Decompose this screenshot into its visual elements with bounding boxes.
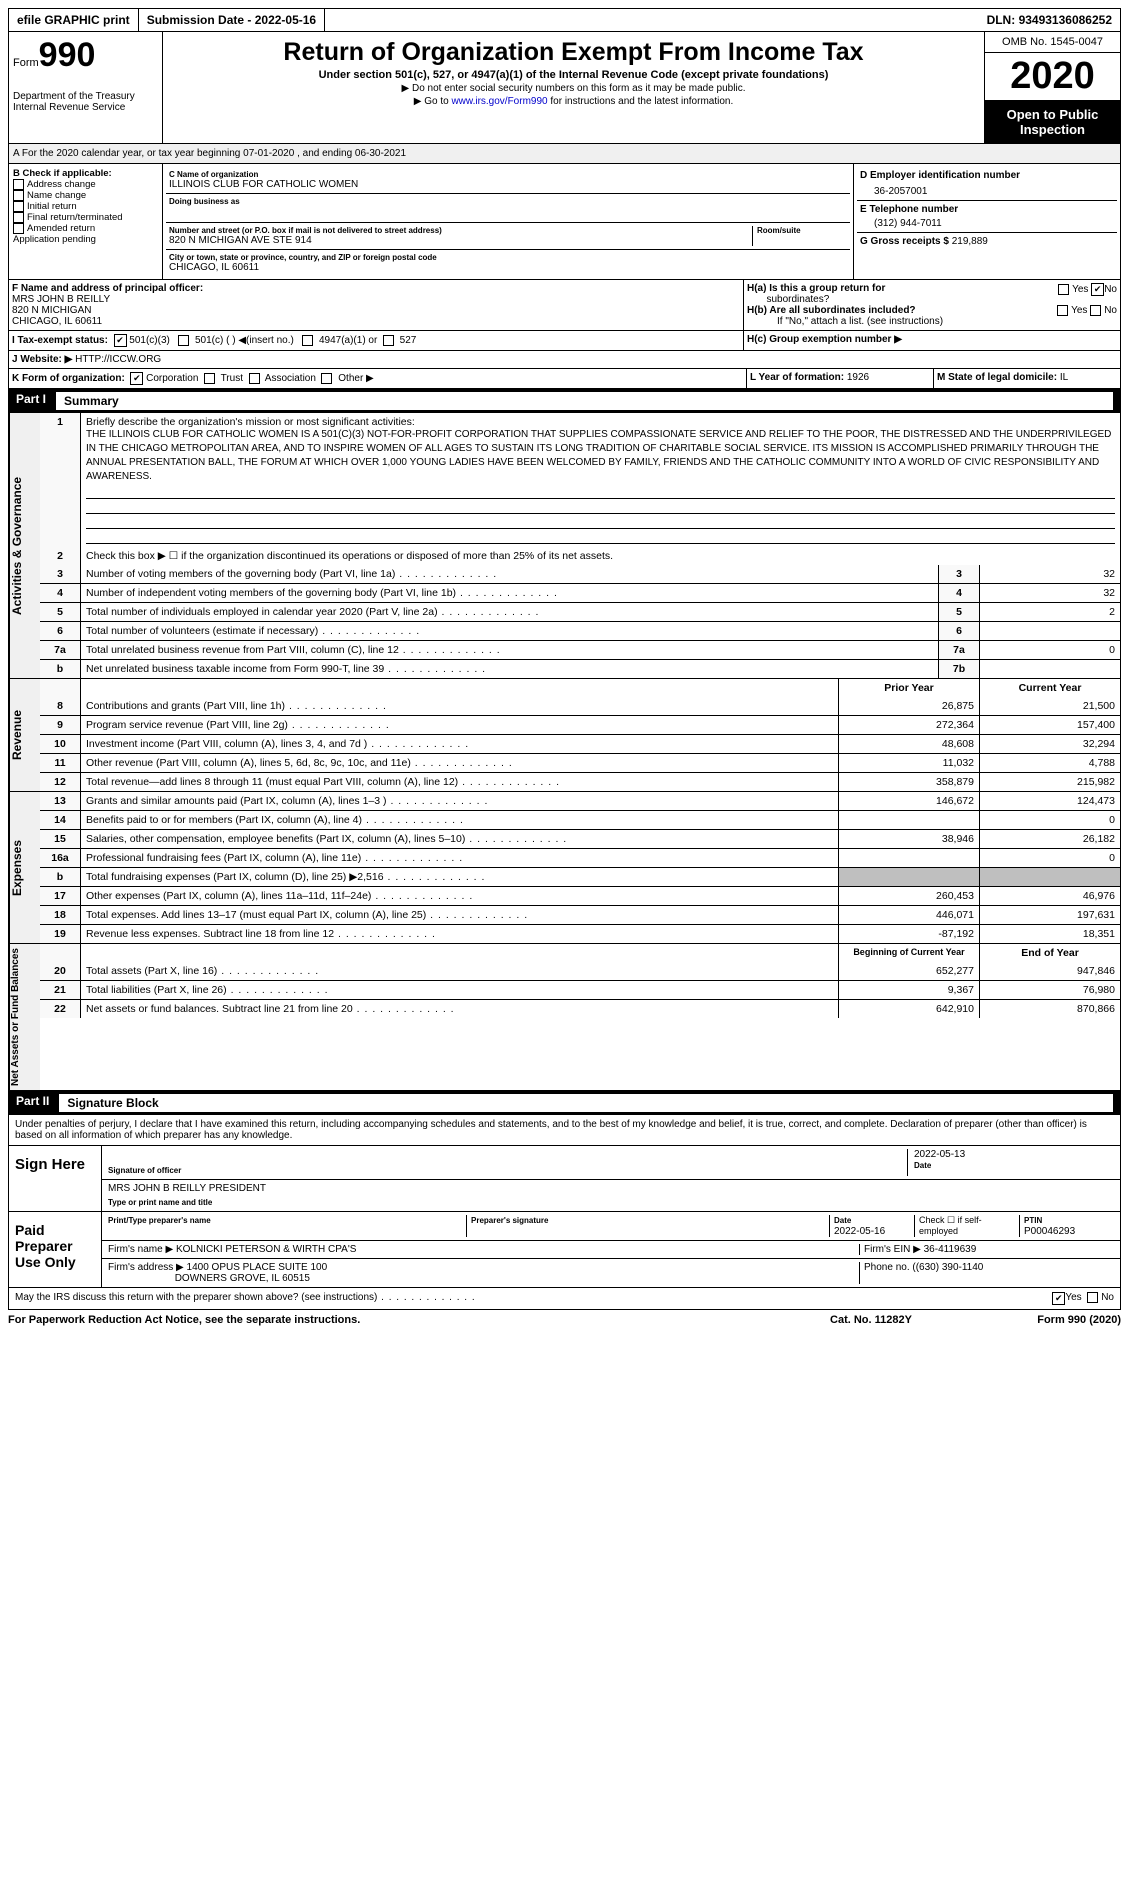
open-inspection: Open to Public Inspection [985, 101, 1120, 143]
checkbox-final[interactable] [13, 212, 24, 223]
box-d: D Employer identification number36-20570… [854, 164, 1120, 279]
expenses-table: 13Grants and similar amounts paid (Part … [40, 792, 1120, 943]
section-a: A For the 2020 calendar year, or tax yea… [9, 144, 1120, 163]
page-footer: For Paperwork Reduction Act Notice, see … [8, 1310, 1121, 1330]
checkbox-501c[interactable] [178, 335, 189, 346]
may-discuss: May the IRS discuss this return with the… [9, 1288, 1120, 1309]
checkbox-discuss-no[interactable] [1087, 1292, 1098, 1303]
expenses-section: Expenses 13Grants and similar amounts pa… [8, 792, 1121, 944]
dept-treasury: Department of the Treasury [13, 91, 158, 102]
activities-section: Activities & Governance 1Briefly describ… [8, 413, 1121, 679]
box-c: C Name of organizationILLINOIS CLUB FOR … [163, 164, 854, 279]
org-name: ILLINOIS CLUB FOR CATHOLIC WOMEN [169, 179, 358, 190]
activities-table: 3Number of voting members of the governi… [40, 565, 1120, 678]
form-title: Return of Organization Exempt From Incom… [167, 38, 980, 67]
officer-name: MRS JOHN B REILLY PRESIDENT [108, 1183, 266, 1197]
checkbox-assoc[interactable] [249, 373, 260, 384]
telephone: (312) 944-7011 [874, 218, 1114, 229]
box-h: H(a) Is this a group return for subordin… [744, 280, 1120, 330]
form-subtitle: Under section 501(c), 527, or 4947(a)(1)… [167, 69, 980, 81]
checkbox-527[interactable] [383, 335, 394, 346]
firm-name: KOLNICKI PETERSON & WIRTH CPA'S [176, 1244, 356, 1255]
checkbox-trust[interactable] [204, 373, 215, 384]
perjury-declaration: Under penalties of perjury, I declare th… [9, 1115, 1120, 1146]
box-m: M State of legal domicile: IL [934, 369, 1120, 388]
checkbox-name-change[interactable] [13, 190, 24, 201]
checkbox-hb-yes[interactable] [1057, 305, 1068, 316]
irs-link[interactable]: www.irs.gov/Form990 [451, 96, 547, 107]
efile-label: efile GRAPHIC print [9, 9, 139, 31]
website: HTTP://ICCW.ORG [75, 354, 161, 365]
signature-block: Under penalties of perjury, I declare th… [8, 1115, 1121, 1310]
checkbox-address-change[interactable] [13, 179, 24, 190]
website-note: ▶ Go to www.irs.gov/Form990 for instruct… [167, 96, 980, 107]
checkbox-4947[interactable] [302, 335, 313, 346]
checkbox-other[interactable] [321, 373, 332, 384]
box-i: I Tax-exempt status: ✔ 501(c)(3) 501(c) … [9, 331, 744, 350]
checkbox-initial[interactable] [13, 201, 24, 212]
checkbox-hb-no[interactable] [1090, 305, 1101, 316]
tax-year: 2020 [985, 53, 1120, 101]
mission-text: THE ILLINOIS CLUB FOR CATHOLIC WOMEN IS … [86, 429, 1111, 482]
box-b: B Check if applicable: Address change Na… [9, 164, 163, 279]
part-ii-header: Part IISignature Block [8, 1091, 1121, 1115]
top-bar: efile GRAPHIC print Submission Date - 20… [8, 8, 1121, 32]
netassets-table: Beginning of Current YearEnd of Year 20T… [40, 944, 1120, 1018]
irs: Internal Revenue Service [13, 102, 158, 113]
checkbox-ha-yes[interactable] [1058, 284, 1069, 295]
box-j: J Website: ▶ HTTP://ICCW.ORG [9, 351, 1120, 368]
box-l: L Year of formation: 1926 [747, 369, 934, 388]
checkbox-discuss-yes[interactable]: ✔ [1052, 1292, 1065, 1305]
submission-date: Submission Date - 2022-05-16 [139, 9, 325, 31]
org-info-block: B Check if applicable: Address change Na… [8, 164, 1121, 280]
dln: DLN: 93493136086252 [979, 9, 1120, 31]
checkbox-ha-no[interactable]: ✔ [1091, 283, 1104, 296]
omb-number: OMB No. 1545-0047 [985, 32, 1120, 53]
form-number: 990 [39, 36, 96, 74]
ein: 36-2057001 [874, 186, 1114, 197]
checkbox-corp[interactable]: ✔ [130, 372, 143, 385]
checkbox-amended[interactable] [13, 223, 24, 234]
netassets-section: Net Assets or Fund Balances Beginning of… [8, 944, 1121, 1091]
revenue-section: Revenue Prior YearCurrent Year 8Contribu… [8, 679, 1121, 792]
form-label: Form [13, 57, 39, 69]
box-k: K Form of organization: ✔ Corporation Tr… [9, 369, 747, 388]
gross-receipts: 219,889 [952, 236, 988, 247]
part-i-header: Part ISummary [8, 389, 1121, 413]
city: CHICAGO, IL 60611 [169, 262, 259, 273]
ssn-note: ▶ Do not enter social security numbers o… [167, 83, 980, 94]
checkbox-501c3[interactable]: ✔ [114, 334, 127, 347]
box-f: F Name and address of principal officer:… [9, 280, 744, 330]
street: 820 N MICHIGAN AVE STE 914 [169, 235, 312, 246]
revenue-table: Prior YearCurrent Year 8Contributions an… [40, 679, 1120, 791]
form-header: Form990 Department of the Treasury Inter… [8, 32, 1121, 144]
